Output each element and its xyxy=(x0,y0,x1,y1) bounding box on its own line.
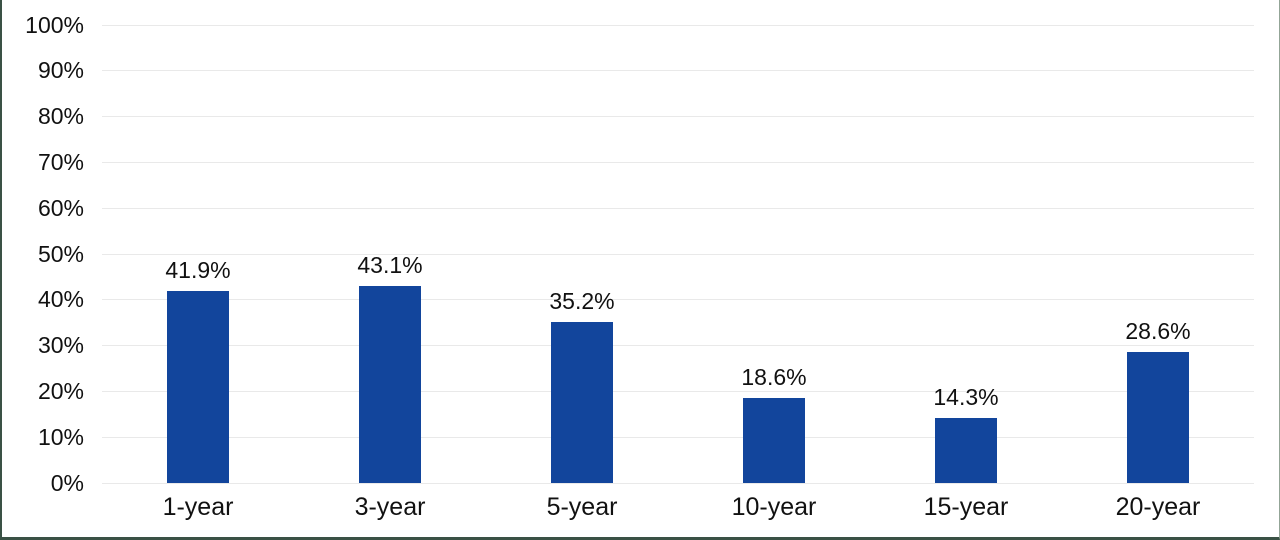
y-tick-label-90%: 90% xyxy=(37,57,84,84)
y-tick-label-10%: 10% xyxy=(37,423,84,450)
x-tick-label-10-year: 10-year xyxy=(731,493,817,521)
y-tick-label-70%: 70% xyxy=(37,148,84,175)
x-tick-label-20-year: 20-year xyxy=(1115,493,1201,521)
y-tick-label-100%: 100% xyxy=(25,11,84,38)
bar-column-1-year: 41.9% xyxy=(102,25,294,483)
bar-10-year xyxy=(743,397,805,483)
y-tick-label-60%: 60% xyxy=(37,194,84,221)
bar-value-label-3-year: 43.1% xyxy=(357,251,423,278)
y-tick-label-50%: 50% xyxy=(37,240,84,267)
gridline-20% xyxy=(102,390,1254,392)
bar-3-year xyxy=(359,285,421,483)
bar-15-year xyxy=(935,417,997,483)
bar-value-label-10-year: 18.6% xyxy=(741,363,807,390)
gridline-70% xyxy=(102,161,1254,163)
bar-column-3-year: 43.1% xyxy=(294,25,486,483)
y-tick-label-0%: 0% xyxy=(50,469,84,496)
gridline-10% xyxy=(102,436,1254,438)
bar-column-15-year: 14.3% xyxy=(870,25,1062,483)
bar-column-5-year: 35.2% xyxy=(486,25,678,483)
gridline-40% xyxy=(102,299,1254,301)
bar-1-year xyxy=(167,291,229,483)
x-tick-label-5-year: 5-year xyxy=(546,493,618,521)
bar-value-label-20-year: 28.6% xyxy=(1125,318,1191,345)
y-tick-label-80%: 80% xyxy=(37,103,84,130)
gridline-0% xyxy=(102,482,1254,484)
bar-value-label-15-year: 14.3% xyxy=(933,383,999,410)
x-tick-label-1-year: 1-year xyxy=(162,493,234,521)
y-tick-label-40%: 40% xyxy=(37,286,84,313)
gridline-30% xyxy=(102,345,1254,347)
bar-series: 41.9% 43.1% 35.2% 18.6% 14.3% 28.6% xyxy=(102,25,1254,483)
bar-5-year xyxy=(551,321,613,483)
x-tick-label-15-year: 15-year xyxy=(923,493,1009,521)
bar-20-year xyxy=(1127,352,1189,483)
bar-value-label-5-year: 35.2% xyxy=(549,287,615,314)
bar-value-label-1-year: 41.9% xyxy=(165,257,231,284)
gridline-50% xyxy=(102,253,1254,255)
bar-column-10-year: 18.6% xyxy=(678,25,870,483)
gridline-80% xyxy=(102,116,1254,118)
gridline-100% xyxy=(102,24,1254,26)
bar-column-20-year: 28.6% xyxy=(1062,25,1254,483)
plot-area: 41.9% 43.1% 35.2% 18.6% 14.3% 28.6% xyxy=(102,24,1254,484)
x-axis: 1-year 3-year 5-year 10-year 15-year 20-year xyxy=(102,493,1254,522)
gridline-60% xyxy=(102,207,1254,209)
y-tick-label-30%: 30% xyxy=(37,332,84,359)
x-tick-label-3-year: 3-year xyxy=(354,493,426,521)
y-tick-label-20%: 20% xyxy=(37,377,84,404)
gridline-90% xyxy=(102,70,1254,72)
